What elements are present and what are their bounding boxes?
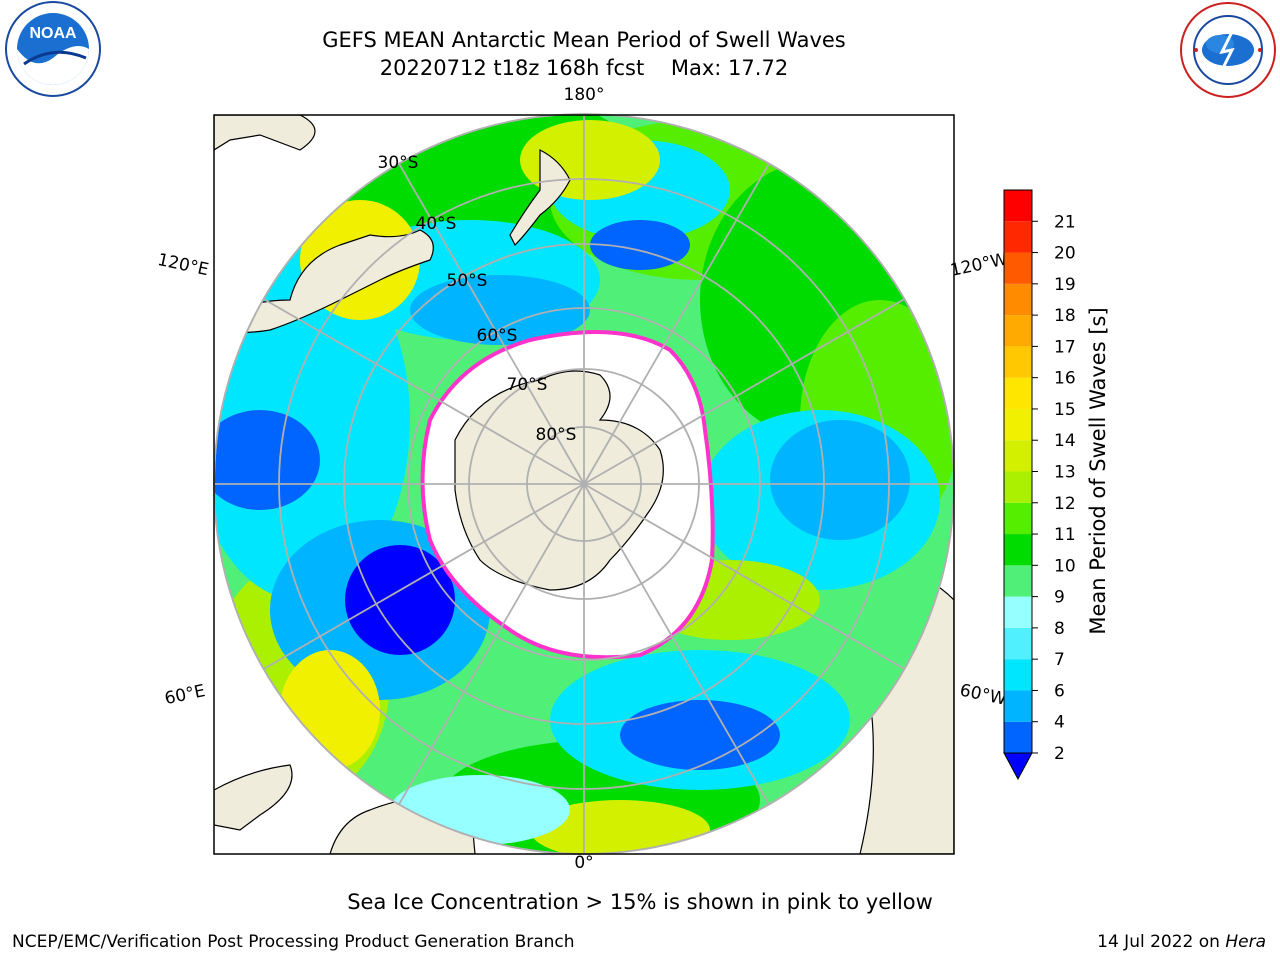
colorbar-tick-label: 6 xyxy=(1054,681,1065,701)
colorbar-segment xyxy=(1004,408,1032,441)
chart-subtitle: 20220712 t18z 168h fcst Max: 17.72 xyxy=(379,56,789,80)
swell-field xyxy=(214,114,954,854)
latitude-label: 70°S xyxy=(507,375,548,395)
colorbar-segment xyxy=(1004,221,1032,253)
map-frame xyxy=(213,114,955,855)
colorbar-tick-label: 4 xyxy=(1054,713,1065,733)
latitude-label: 40°S xyxy=(416,214,457,234)
colorbar-segment xyxy=(1004,471,1032,503)
colorbar-tick-label: 2 xyxy=(1054,744,1065,764)
longitude-label: 60°W xyxy=(958,680,1008,709)
footer-credit: NCEP/EMC/Verification Post Processing Pr… xyxy=(12,932,575,952)
colorbar-tick-label: 10 xyxy=(1054,556,1076,576)
nws-logo-icon xyxy=(1180,2,1276,98)
footer-date: 14 Jul 2022 on Hera xyxy=(1097,932,1266,952)
colorbar-tick-label: 14 xyxy=(1054,431,1076,451)
latitude-label: 60°S xyxy=(477,326,518,346)
colorbar-segment xyxy=(1004,565,1032,597)
chart-title: GEFS MEAN Antarctic Mean Period of Swell… xyxy=(322,28,846,52)
colorbar-segment xyxy=(1004,596,1032,628)
colorbar-tick-label: 11 xyxy=(1054,525,1076,545)
colorbar-tick-label: 18 xyxy=(1054,306,1076,326)
land-new-zealand xyxy=(509,149,571,247)
colorbar-tick-label: 17 xyxy=(1054,337,1076,357)
sea-ice-caption: Sea Ice Concentration > 15% is shown in … xyxy=(347,890,933,914)
colorbar-tick-label: 19 xyxy=(1054,275,1076,295)
swell-region xyxy=(345,545,455,655)
colorbar-segment xyxy=(1004,627,1032,660)
noaa-logo-text: NOAA xyxy=(29,25,77,42)
colorbar-segment xyxy=(1004,721,1032,753)
colorbar-tick-label: 16 xyxy=(1054,369,1076,389)
footer-date-text: 14 Jul 2022 on xyxy=(1097,932,1226,952)
longitude-label: 120°E xyxy=(156,250,211,280)
colorbar-tick-label: 21 xyxy=(1054,212,1076,232)
colorbar-tick-label: 20 xyxy=(1054,244,1076,264)
noaa-logo-icon: NOAA xyxy=(5,1,101,97)
land-madagascar xyxy=(214,764,293,831)
colorbar-tick-label: 9 xyxy=(1054,588,1065,608)
colorbar-tick-label: 7 xyxy=(1054,650,1065,670)
longitude-label: 120°W xyxy=(949,249,1010,281)
footer-host: Hera xyxy=(1225,932,1266,952)
colorbar-segment xyxy=(1004,283,1032,316)
land-indonesia xyxy=(214,115,316,151)
colorbar-tick-label: 15 xyxy=(1054,400,1076,420)
swell-region xyxy=(770,420,910,540)
colorbar-segment xyxy=(1004,190,1032,222)
longitude-label: 180° xyxy=(564,85,605,105)
latitude-label: 80°S xyxy=(536,425,577,445)
colorbar-segment xyxy=(1004,252,1032,284)
colorbar-segment xyxy=(1004,690,1032,722)
colorbar-segment xyxy=(1004,346,1032,378)
colorbar-segment xyxy=(1004,502,1032,535)
swell-region xyxy=(214,410,320,510)
longitude-label: 60°E xyxy=(163,681,207,709)
colorbar-segment xyxy=(1004,659,1032,691)
latitude-label: 50°S xyxy=(447,271,488,291)
colorbar-tick-label: 13 xyxy=(1054,463,1076,483)
colorbar-segment xyxy=(1004,377,1032,409)
colorbar-tick-label: 8 xyxy=(1054,619,1065,639)
land-australia xyxy=(214,229,434,334)
colorbar-segment xyxy=(1004,440,1032,472)
colorbar-tick-label: 12 xyxy=(1054,494,1076,514)
latitude-label: 30°S xyxy=(378,153,419,173)
colorbar-segment xyxy=(1004,315,1032,347)
colorbar-extend-arrow xyxy=(1003,752,1033,781)
longitude-label: 0° xyxy=(574,853,593,873)
colorbar-segment xyxy=(1004,534,1032,566)
swell-region xyxy=(410,275,590,345)
colorbar-label: Mean Period of Swell Waves [s] xyxy=(1086,307,1110,634)
